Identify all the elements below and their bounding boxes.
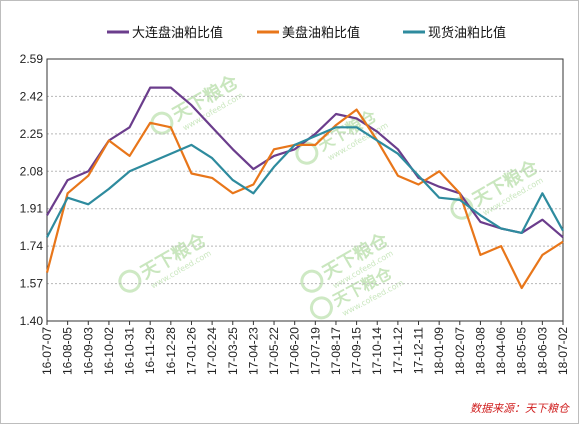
x-tick-label: 17-09-15 [350,327,364,375]
x-tick-label: 17-03-25 [226,327,240,375]
x-axis-ticks: 16-07-07 16-08-05 16-09-03 16-10-02 16-10-31… [40,321,570,375]
series-line-2 [45,108,564,290]
y-tick-label: 2.42 [20,89,44,103]
x-tick-label: 18-01-09 [432,327,446,375]
series-line-3 [46,126,564,238]
x-tick-label: 16-11-29 [143,327,157,374]
x-tick-label: 17-12-11 [412,327,426,374]
grid-lines [47,95,563,285]
x-tick-label: 17-02-24 [205,327,219,375]
x-tick-label: 16-08-05 [61,327,75,375]
x-tick-label: 16-12-28 [164,327,178,375]
y-tick-label: 1.40 [20,314,44,328]
y-tick-label: 2.08 [20,164,44,178]
x-tick-label: 16-10-31 [123,327,137,375]
y-tick-label: 1.57 [20,277,44,291]
legend-label: 现货油粕比值 [428,25,506,41]
y-axis-ticks: 2.59 2.42 2.25 2.08 1.91 1.74 1.57 1.40 [20,52,44,328]
x-tick-label: 18-02-07 [453,327,467,375]
x-tick-label: 17-11-12 [391,327,405,374]
x-tick-label: 17-01-26 [184,327,198,375]
series-lines [45,86,564,290]
plot-area [46,58,564,322]
x-tick-label: 17-05-22 [267,327,281,375]
y-tick-label: 2.59 [20,52,44,66]
x-tick-label: 16-10-02 [102,327,116,375]
x-tick-label: 16-07-07 [40,327,54,375]
x-tick-label: 18-03-08 [473,327,487,375]
x-tick-label: 17-08-17 [329,327,343,375]
legend-label: 美盘油粕比值 [282,25,360,41]
y-tick-label: 2.25 [20,127,44,141]
legend-label: 大连盘油粕比值 [132,25,223,41]
x-tick-label: 17-10-14 [370,327,384,375]
x-tick-label: 17-07-19 [308,327,322,375]
x-tick-label: 17-06-20 [288,327,302,375]
y-tick-label: 1.74 [20,239,44,253]
x-tick-label: 17-04-23 [246,327,260,375]
x-tick-label: 18-07-02 [556,327,570,375]
y-tick-label: 1.91 [20,202,44,216]
x-tick-label: 18-04-06 [494,327,508,375]
x-tick-label: 16-09-03 [81,327,95,375]
source-note: 数据来源：天下粮仓 [470,402,570,415]
legend: 大连盘油粕比值 美盘油粕比值 现货油粕比值 [107,25,506,41]
x-tick-label: 18-06-03 [535,327,549,375]
x-tick-label: 18-05-05 [515,327,529,375]
